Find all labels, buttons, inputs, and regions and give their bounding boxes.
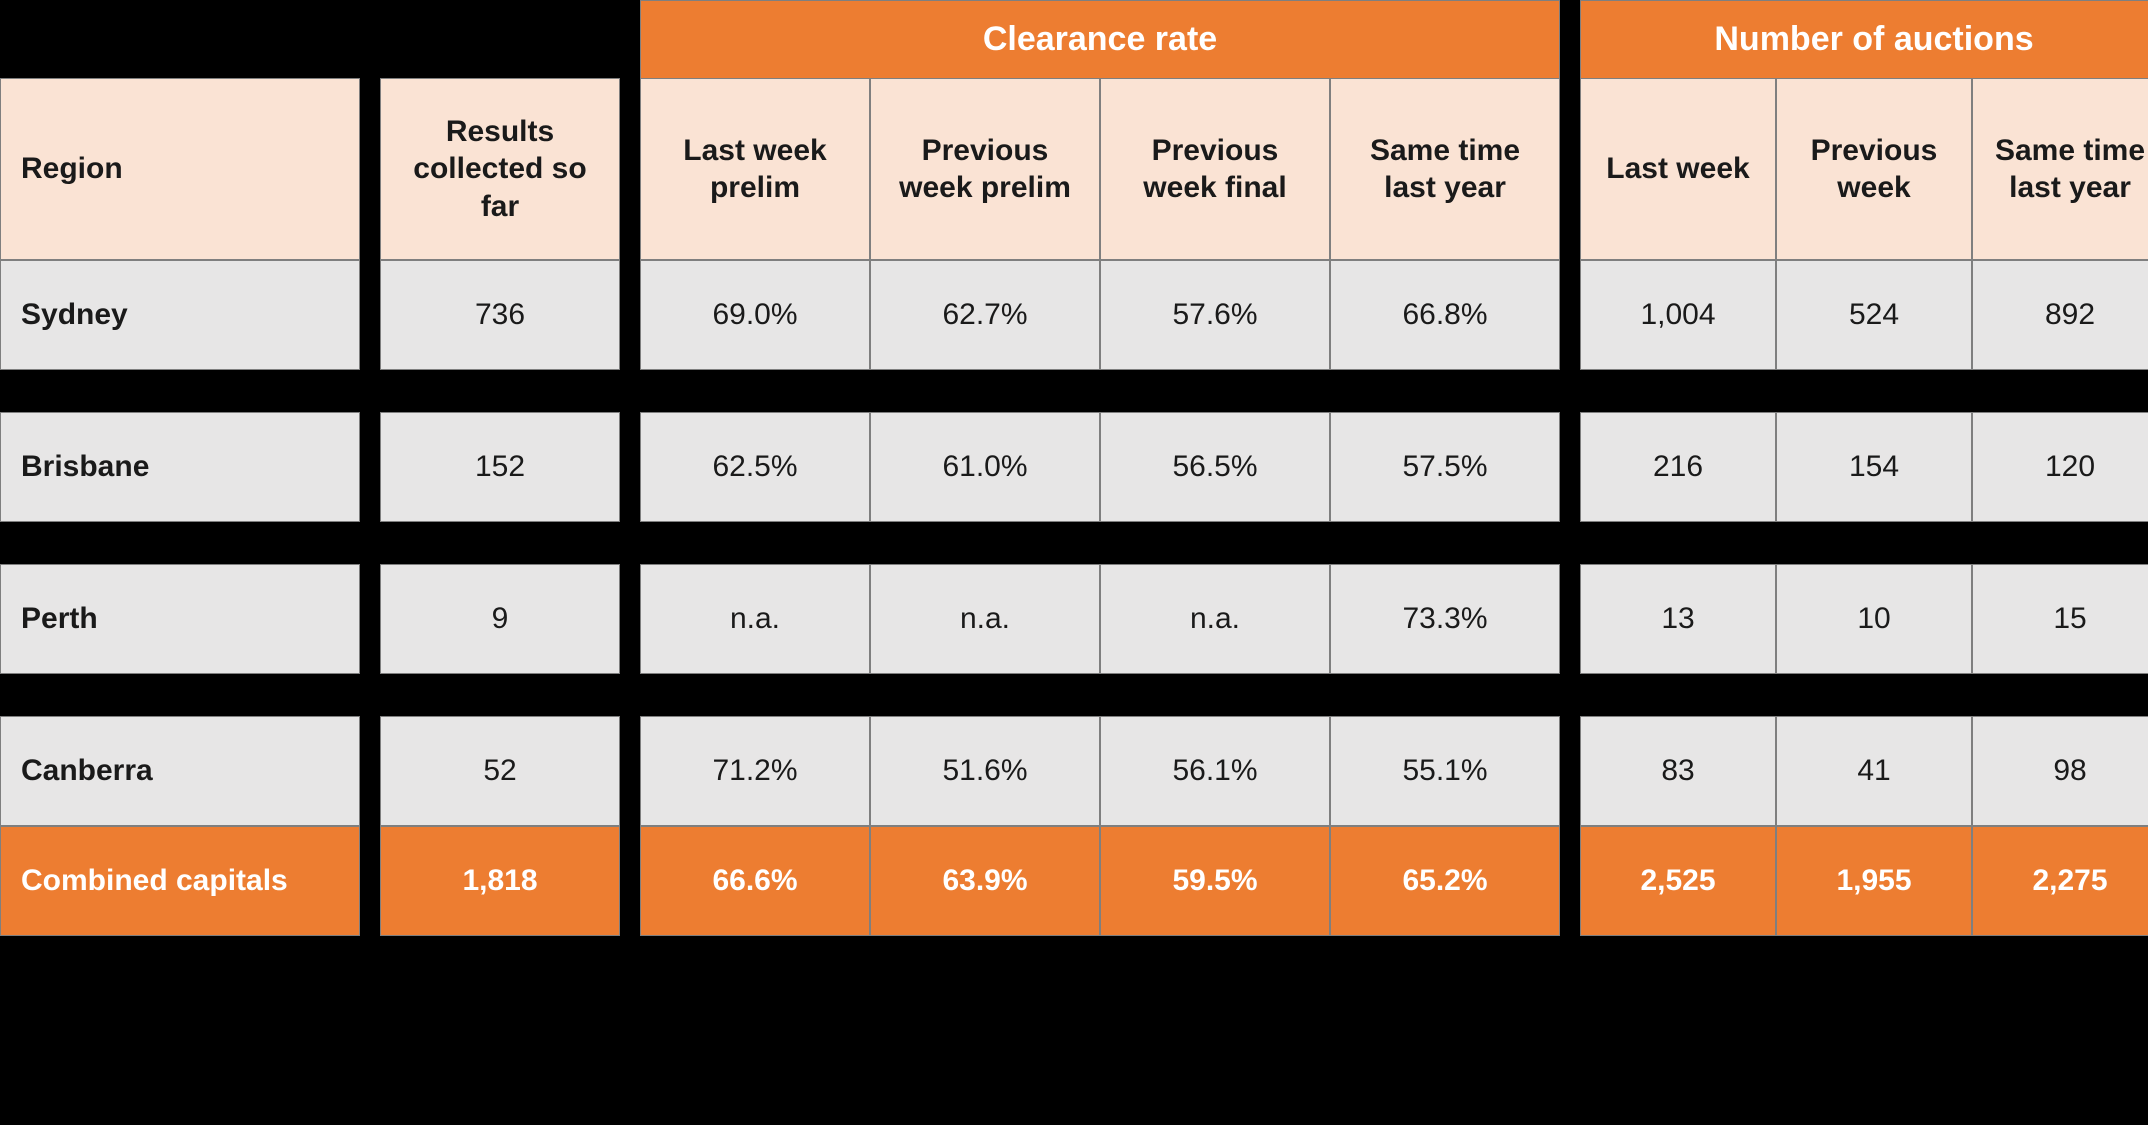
group-header-auctions: Number of auctions — [1580, 0, 2148, 78]
table-row: Brisbane 152 62.5% 61.0% 56.5% 57.5% 216… — [0, 412, 2148, 522]
cell-cr: 55.1% — [1330, 716, 1560, 826]
sub-header-row: Region Results collected so far Last wee… — [0, 78, 2148, 260]
cell-cr: 56.5% — [1100, 412, 1330, 522]
table-row: Perth 9 n.a. n.a. n.a. 73.3% 13 10 15 — [0, 564, 2148, 674]
cell-cr: 56.1% — [1100, 716, 1330, 826]
cell-region: Perth — [0, 564, 360, 674]
table-row: Canberra 52 71.2% 51.6% 56.1% 55.1% 83 4… — [0, 716, 2148, 826]
cell-na: 13 — [1580, 564, 1776, 674]
cell-na-total: 2,525 — [1580, 826, 1776, 936]
total-row: Combined capitals 1,818 66.6% 63.9% 59.5… — [0, 826, 2148, 936]
cell-cr: n.a. — [640, 564, 870, 674]
group-header-clearance: Clearance rate — [640, 0, 1560, 78]
group-header-row: Clearance rate Number of auctions — [0, 0, 2148, 78]
cell-cr-total: 63.9% — [870, 826, 1100, 936]
cell-cr: 57.5% — [1330, 412, 1560, 522]
col-header-cr-prevfinal: Previous week final — [1100, 78, 1330, 260]
cell-results: 152 — [380, 412, 620, 522]
cell-region: Brisbane — [0, 412, 360, 522]
cell-cr: n.a. — [1100, 564, 1330, 674]
table-row: Sydney 736 69.0% 62.7% 57.6% 66.8% 1,004… — [0, 260, 2148, 370]
cell-na: 120 — [1972, 412, 2148, 522]
col-header-na-lastyear: Same time last year — [1972, 78, 2148, 260]
cell-na: 216 — [1580, 412, 1776, 522]
cell-cr: 71.2% — [640, 716, 870, 826]
cell-results: 736 — [380, 260, 620, 370]
cell-region: Canberra — [0, 716, 360, 826]
cell-cr: 57.6% — [1100, 260, 1330, 370]
cell-na-total: 2,275 — [1972, 826, 2148, 936]
cell-cr: 62.7% — [870, 260, 1100, 370]
cell-na: 154 — [1776, 412, 1972, 522]
col-header-cr-lastyear: Same time last year — [1330, 78, 1560, 260]
col-header-na-lastweek: Last week — [1580, 78, 1776, 260]
cell-results: 52 — [380, 716, 620, 826]
cell-na: 98 — [1972, 716, 2148, 826]
cell-cr: 62.5% — [640, 412, 870, 522]
cell-region-total: Combined capitals — [0, 826, 360, 936]
col-header-cr-prevprelim: Previous week prelim — [870, 78, 1100, 260]
cell-cr: n.a. — [870, 564, 1100, 674]
cell-cr-total: 59.5% — [1100, 826, 1330, 936]
cell-results: 9 — [380, 564, 620, 674]
cell-cr: 51.6% — [870, 716, 1100, 826]
col-header-na-prevweek: Previous week — [1776, 78, 1972, 260]
cell-na-total: 1,955 — [1776, 826, 1972, 936]
cell-na: 41 — [1776, 716, 1972, 826]
auction-clearance-table: Clearance rate Number of auctions Region… — [0, 0, 2148, 936]
cell-na: 1,004 — [1580, 260, 1776, 370]
cell-cr: 66.8% — [1330, 260, 1560, 370]
col-header-region: Region — [0, 78, 360, 260]
cell-na: 524 — [1776, 260, 1972, 370]
cell-results-total: 1,818 — [380, 826, 620, 936]
cell-cr: 73.3% — [1330, 564, 1560, 674]
cell-cr: 61.0% — [870, 412, 1100, 522]
col-header-results: Results collected so far — [380, 78, 620, 260]
cell-cr: 69.0% — [640, 260, 870, 370]
blank-header — [380, 0, 620, 78]
col-header-cr-lastweek: Last week prelim — [640, 78, 870, 260]
cell-na: 10 — [1776, 564, 1972, 674]
cell-region: Sydney — [0, 260, 360, 370]
cell-cr-total: 65.2% — [1330, 826, 1560, 936]
cell-na: 15 — [1972, 564, 2148, 674]
blank-header — [0, 0, 360, 78]
cell-cr-total: 66.6% — [640, 826, 870, 936]
cell-na: 892 — [1972, 260, 2148, 370]
cell-na: 83 — [1580, 716, 1776, 826]
